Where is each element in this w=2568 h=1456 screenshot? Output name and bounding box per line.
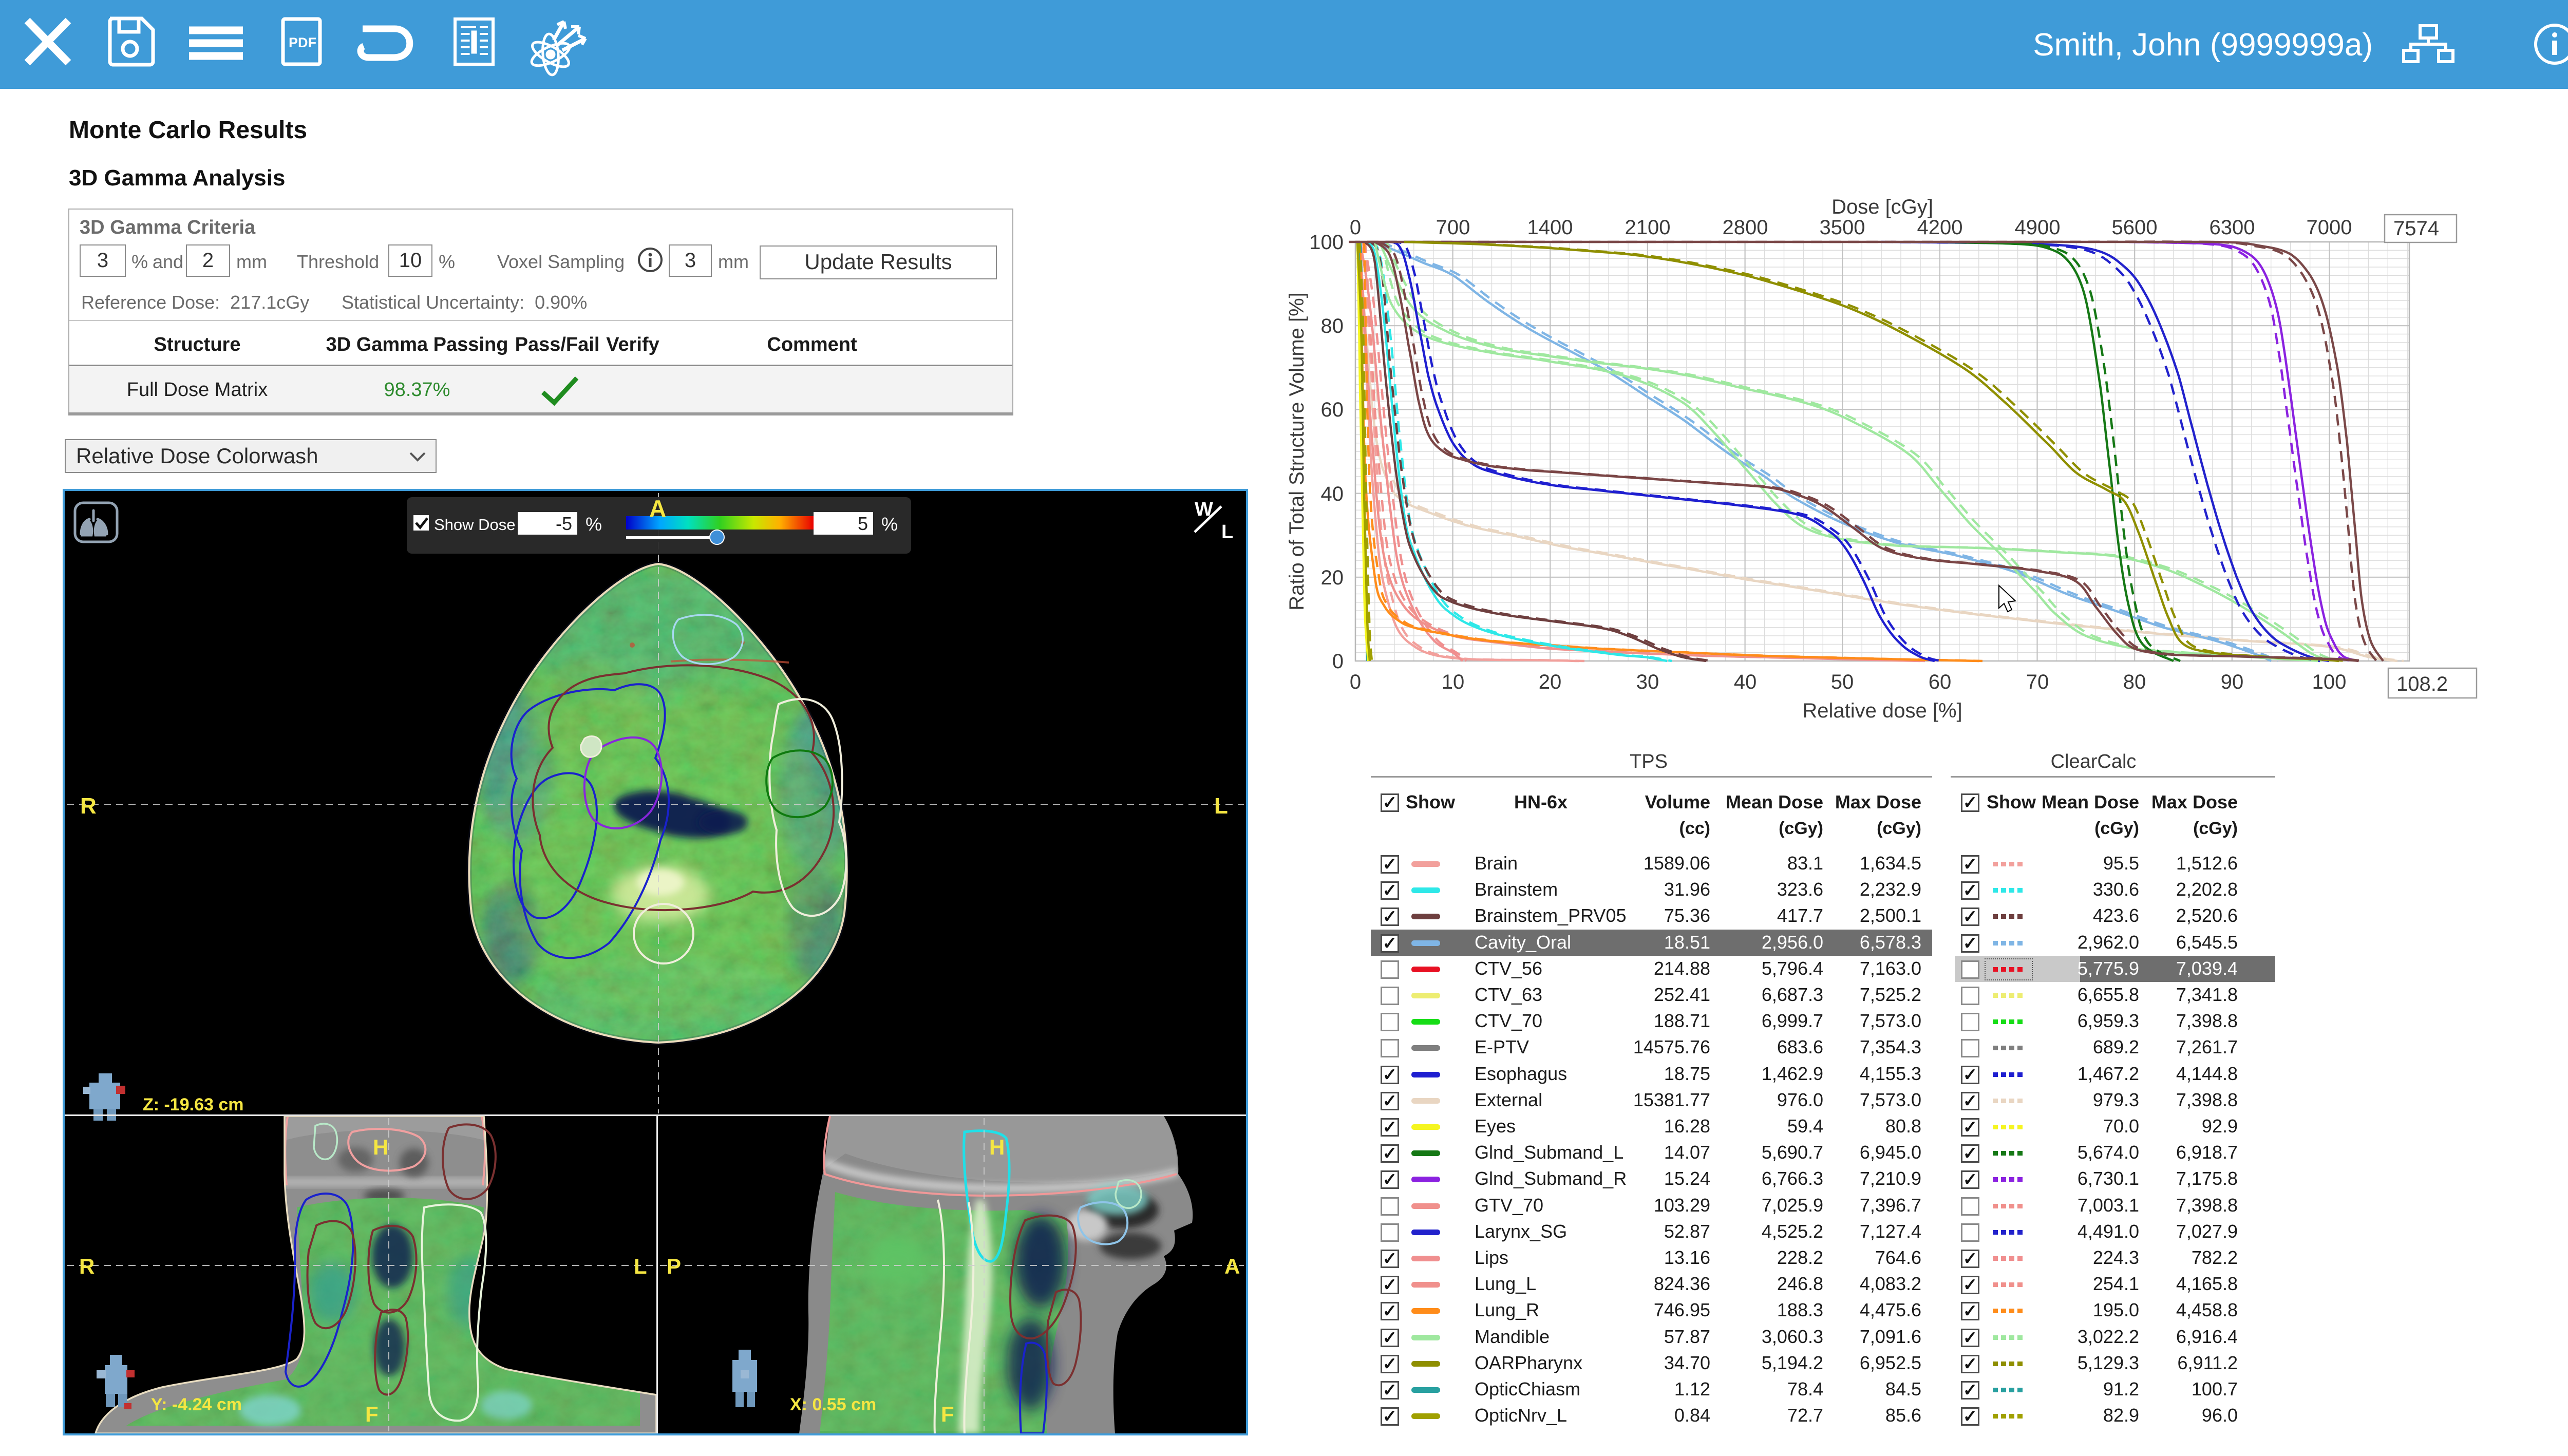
svg-text:10: 10 bbox=[1442, 671, 1465, 693]
svg-text:60: 60 bbox=[1929, 671, 1952, 693]
svg-text:70: 70 bbox=[2026, 671, 2049, 693]
svg-text:90: 90 bbox=[2221, 671, 2244, 693]
svg-text:30: 30 bbox=[1636, 671, 1659, 693]
svg-text:80: 80 bbox=[2123, 671, 2146, 693]
svg-text:50: 50 bbox=[1831, 671, 1854, 693]
svg-text:%: % bbox=[586, 514, 602, 535]
svg-text:Dose [cGy]: Dose [cGy] bbox=[1831, 196, 1933, 218]
svg-text:L: L bbox=[634, 1254, 647, 1278]
svg-text:PDF: PDF bbox=[289, 35, 316, 50]
svg-text:F: F bbox=[941, 1402, 954, 1426]
svg-text:7000: 7000 bbox=[2307, 216, 2352, 239]
svg-text:6300: 6300 bbox=[2210, 216, 2255, 239]
svg-text:R: R bbox=[79, 1254, 95, 1278]
svg-text:L: L bbox=[1214, 793, 1228, 819]
svg-text:H: H bbox=[373, 1135, 388, 1159]
svg-text:-5: -5 bbox=[556, 513, 572, 534]
svg-text:W: W bbox=[1195, 499, 1213, 520]
svg-text:A: A bbox=[649, 495, 666, 522]
svg-text:700: 700 bbox=[1436, 216, 1470, 239]
svg-text:5: 5 bbox=[858, 513, 868, 534]
svg-text:%: % bbox=[881, 514, 898, 535]
svg-text:60: 60 bbox=[1321, 399, 1344, 421]
svg-text:108.2: 108.2 bbox=[2396, 673, 2448, 695]
svg-text:0: 0 bbox=[1350, 671, 1361, 693]
svg-text:20: 20 bbox=[1539, 671, 1562, 693]
svg-text:40: 40 bbox=[1734, 671, 1757, 693]
svg-text:A: A bbox=[1224, 1254, 1240, 1278]
svg-text:Smith, John (9999999a): Smith, John (9999999a) bbox=[2033, 27, 2373, 63]
svg-text:40: 40 bbox=[1321, 483, 1344, 505]
svg-text:80: 80 bbox=[1321, 315, 1344, 337]
svg-text:Z: -19.63 cm: Z: -19.63 cm bbox=[143, 1095, 244, 1114]
svg-text:X: 0.55 cm: X: 0.55 cm bbox=[790, 1395, 876, 1414]
svg-text:7574: 7574 bbox=[2393, 217, 2439, 240]
svg-text:2100: 2100 bbox=[1625, 216, 1671, 239]
svg-text:100: 100 bbox=[2312, 671, 2347, 693]
svg-text:Y: -4.24 cm: Y: -4.24 cm bbox=[151, 1395, 242, 1414]
svg-text:100: 100 bbox=[1309, 231, 1344, 254]
svg-text:P: P bbox=[667, 1254, 681, 1278]
svg-text:H: H bbox=[989, 1135, 1005, 1159]
svg-text:L: L bbox=[1221, 521, 1233, 543]
svg-text:R: R bbox=[80, 793, 97, 819]
svg-text:2800: 2800 bbox=[1723, 216, 1768, 239]
svg-text:Relative dose [%]: Relative dose [%] bbox=[1802, 699, 1962, 722]
svg-text:3500: 3500 bbox=[1820, 216, 1865, 239]
svg-text:Show Dose: Show Dose bbox=[434, 516, 516, 534]
svg-text:4200: 4200 bbox=[1917, 216, 1963, 239]
svg-text:4900: 4900 bbox=[2015, 216, 2061, 239]
svg-text:F: F bbox=[365, 1402, 379, 1426]
svg-text:1400: 1400 bbox=[1527, 216, 1573, 239]
svg-text:0: 0 bbox=[1332, 650, 1344, 673]
svg-text:Ratio of Total Structure Volum: Ratio of Total Structure Volume [%] bbox=[1286, 292, 1308, 611]
svg-text:0: 0 bbox=[1350, 216, 1361, 239]
svg-text:5600: 5600 bbox=[2112, 216, 2158, 239]
svg-text:20: 20 bbox=[1321, 566, 1344, 589]
